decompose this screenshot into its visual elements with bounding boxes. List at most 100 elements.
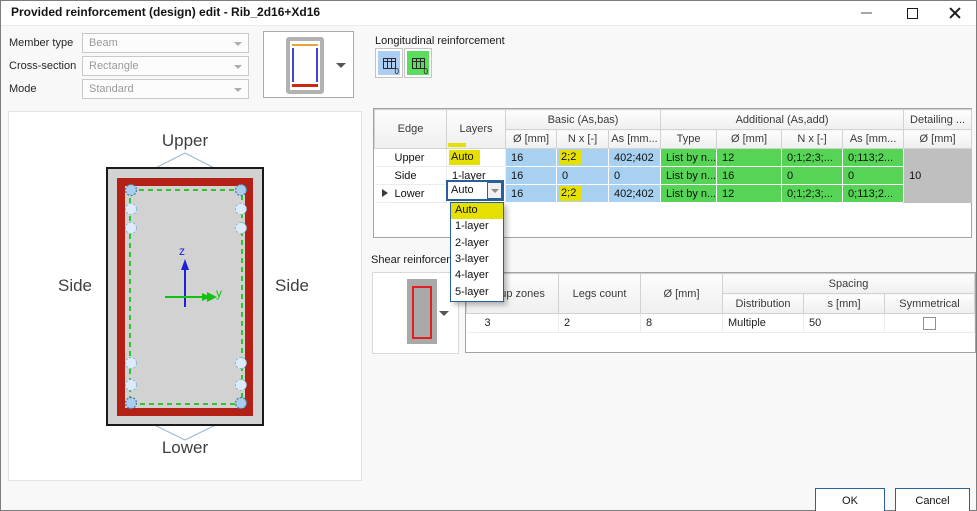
col-header-add-dia: Ø [mm]	[717, 130, 782, 149]
additional-count-badge: 0	[424, 67, 428, 76]
mode-select[interactable]: Standard	[82, 79, 249, 99]
add-as-cell: 0;113;2...	[843, 149, 904, 167]
basic-reinforcement-button[interactable]: 0	[375, 48, 403, 78]
chevron-down-icon	[234, 42, 242, 46]
basic-n-cell[interactable]: 0	[557, 167, 609, 185]
cross-section-value: Rectangle	[89, 60, 139, 72]
basic-n-cell[interactable]: 2;2	[557, 149, 609, 167]
member-type-value: Beam	[89, 37, 118, 49]
row-selector-active[interactable]	[375, 185, 390, 203]
edge-cell: Side	[390, 167, 447, 185]
layers-header-highlight	[448, 143, 466, 147]
add-type-cell[interactable]: List by n...	[661, 167, 717, 185]
row-selector[interactable]	[375, 149, 390, 167]
cross-section-select[interactable]: Rectangle	[82, 56, 249, 76]
distribution-cell[interactable]: Multiple	[723, 314, 804, 333]
basic-n-cell[interactable]: 2;2	[557, 185, 609, 203]
titlebar[interactable]: Provided reinforcement (design) edit - R…	[1, 1, 976, 26]
basic-as-cell: 0	[609, 167, 661, 185]
cross-section-thumbnail-icon	[286, 37, 324, 94]
member-type-label: Member type	[9, 37, 73, 49]
add-dia-cell[interactable]: 16	[717, 167, 782, 185]
col-header-detailing-dia: Ø [mm]	[904, 130, 972, 149]
dropdown-option-auto[interactable]: Auto	[451, 203, 503, 219]
detailing-cell: 10	[904, 149, 972, 203]
symmetrical-cell[interactable]	[885, 314, 975, 333]
s-value-cell[interactable]: 50	[804, 314, 885, 333]
add-as-cell: 0;113;2...	[843, 185, 904, 203]
col-header-basic-as: As [mm...	[609, 130, 661, 149]
col-header-edge: Edge	[375, 110, 447, 149]
col-header-basic-dia: Ø [mm]	[506, 130, 557, 149]
dropdown-option-5-layer[interactable]: 5-layer	[451, 285, 503, 301]
dropdown-option-4-layer[interactable]: 4-layer	[451, 268, 503, 284]
close-button[interactable]	[939, 1, 971, 25]
stirrup-zones-cell[interactable]: 3	[480, 314, 559, 333]
col-header-symmetrical: Symmetrical	[885, 294, 975, 314]
col-header-distribution: Distribution	[723, 294, 804, 314]
additional-reinforcement-button[interactable]: 0	[404, 48, 432, 78]
symmetrical-checkbox[interactable]	[923, 317, 936, 330]
col-header-basic-n: N x [-]	[557, 130, 609, 149]
basic-as-cell: 402;402	[609, 185, 661, 203]
basic-as-cell: 402;402	[609, 149, 661, 167]
axis-z-label: z	[179, 244, 185, 258]
chevron-down-icon	[336, 63, 346, 68]
group-header-basic: Basic (As,bas)	[506, 110, 661, 130]
add-n-cell[interactable]: 0	[782, 167, 843, 185]
shear-dia-cell[interactable]: 8	[641, 314, 723, 333]
basic-dia-cell[interactable]: 16	[506, 167, 557, 185]
longitudinal-section-title: Longitudinal reinforcement	[375, 35, 505, 47]
cross-section-drawing	[9, 112, 361, 480]
chevron-down-icon	[234, 65, 242, 69]
dropdown-option-3-layer[interactable]: 3-layer	[451, 252, 503, 268]
member-type-select[interactable]: Beam	[82, 33, 249, 53]
mode-label: Mode	[9, 83, 37, 95]
chevron-down-icon	[491, 189, 499, 193]
dropdown-option-1-layer[interactable]: 1-layer	[451, 219, 503, 235]
mode-value: Standard	[89, 83, 134, 95]
add-type-cell[interactable]: List by n...	[661, 149, 717, 167]
edge-label-upper: Upper	[150, 131, 220, 151]
shear-table-row: 3 2 8 Multiple 50	[467, 314, 975, 333]
edge-label-lower: Lower	[150, 438, 220, 458]
table-row-upper: Upper Auto 16 2;2 402;402 List by n... 1…	[375, 149, 972, 167]
basic-dia-cell[interactable]: 16	[506, 149, 557, 167]
add-n-cell[interactable]: 0;1;2;3;...	[782, 185, 843, 203]
dropdown-option-2-layer[interactable]: 2-layer	[451, 236, 503, 252]
col-header-add-as: As [mm...	[843, 130, 904, 149]
row-selector[interactable]	[375, 167, 390, 185]
window-title: Provided reinforcement (design) edit - R…	[11, 5, 320, 19]
basic-dia-cell[interactable]: 16	[506, 185, 557, 203]
provided-reinforcement-dialog: Provided reinforcement (design) edit - R…	[0, 0, 977, 511]
cancel-button[interactable]: Cancel	[895, 488, 970, 511]
minimize-icon	[861, 12, 872, 14]
edge-cell: Lower	[390, 185, 447, 203]
layers-cell[interactable]: Auto	[447, 149, 506, 167]
chevron-down-icon	[234, 88, 242, 92]
layers-combobox-value: Auto	[451, 184, 474, 196]
add-dia-cell[interactable]: 12	[717, 149, 782, 167]
cross-section-label: Cross-section	[9, 60, 76, 72]
combobox-dropdown-button[interactable]	[487, 182, 502, 199]
maximize-button[interactable]	[896, 1, 928, 25]
add-type-cell[interactable]: List by n...	[661, 185, 717, 203]
maximize-icon	[907, 8, 918, 19]
cross-section-preview-dropdown[interactable]	[263, 31, 354, 98]
layers-dropdown-list: Auto 1-layer 2-layer 3-layer 4-layer 5-l…	[450, 202, 504, 302]
legs-count-cell[interactable]: 2	[559, 314, 641, 333]
row-selector[interactable]	[467, 314, 480, 333]
group-header-detailing: Detailing ...	[904, 110, 972, 130]
shear-thumbnail-icon	[407, 279, 437, 344]
minimize-button[interactable]	[850, 1, 882, 25]
col-header-shear-dia: Ø [mm]	[641, 274, 723, 314]
table-grid-icon	[412, 58, 425, 69]
add-as-cell: 0	[843, 167, 904, 185]
shear-preview-dropdown[interactable]	[372, 272, 459, 354]
col-header-add-n: N x [-]	[782, 130, 843, 149]
chevron-down-icon	[439, 311, 449, 316]
ok-button[interactable]: OK	[815, 488, 885, 511]
layers-combobox[interactable]: Auto	[446, 180, 504, 201]
add-n-cell[interactable]: 0;1;2;3;...	[782, 149, 843, 167]
add-dia-cell[interactable]: 12	[717, 185, 782, 203]
